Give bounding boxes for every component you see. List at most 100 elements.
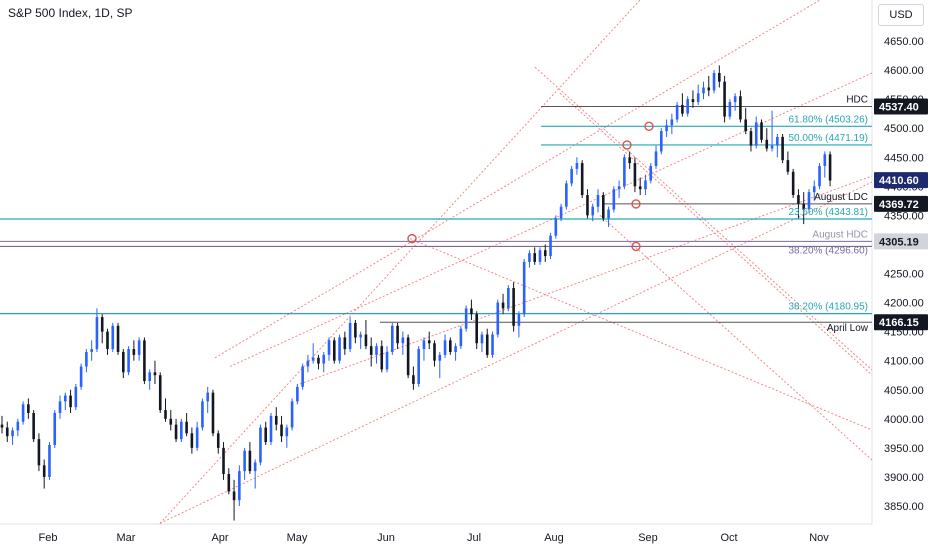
candle-body: [248, 450, 252, 472]
candle-body: [164, 410, 167, 419]
chart-title: S&P 500 Index, 1D, SP: [8, 6, 133, 20]
candle-body: [322, 354, 326, 364]
price-tag-august-hdc-bg: [874, 233, 928, 250]
trend-line-1: [214, 0, 821, 359]
candle-body: [79, 366, 83, 387]
fib-label: 50.00% (4471.19): [788, 133, 868, 144]
candle-body: [554, 218, 558, 236]
candle-body: [306, 360, 310, 367]
marker-circle: [631, 199, 641, 209]
candle-body: [712, 72, 716, 91]
y-tick-label: 4600.00: [884, 65, 924, 77]
candle-body: [591, 206, 595, 216]
x-tick-label: Oct: [720, 532, 737, 544]
x-tick-label: Nov: [809, 532, 829, 544]
candle-body: [69, 395, 72, 408]
candle-body: [280, 424, 283, 437]
currency-button[interactable]: USD: [878, 4, 924, 26]
candle-body: [269, 415, 273, 443]
candle-body: [786, 160, 790, 172]
price-tag-april-low-bg: [874, 314, 928, 331]
candle-body: [153, 372, 157, 376]
candle-body: [369, 346, 373, 355]
candle-body: [707, 87, 711, 91]
candle-body: [691, 99, 695, 103]
candle-body: [781, 136, 784, 161]
candle-body: [449, 340, 452, 352]
candle-body: [354, 322, 357, 338]
price-tag-april-low: 4166.15: [879, 317, 919, 329]
candle-body: [422, 340, 426, 350]
candle-body: [74, 386, 78, 408]
candle-body: [828, 154, 832, 181]
candle-body: [327, 340, 331, 355]
candle-body: [522, 261, 526, 315]
candle-body: [143, 340, 146, 382]
price-tag-august-hdc: 4305.19: [879, 236, 919, 248]
candle-body: [190, 433, 194, 448]
price-tag-last-bg: [874, 172, 928, 189]
candle-body: [818, 165, 821, 187]
candle-body: [417, 349, 420, 384]
candle-body: [812, 186, 816, 193]
candle-body: [238, 471, 241, 501]
candle-body: [512, 288, 515, 326]
candle-body: [491, 334, 494, 355]
candle-body: [285, 427, 289, 437]
candle-body: [543, 250, 547, 257]
candle-body: [770, 145, 774, 149]
candle-body: [48, 444, 51, 477]
candle-body: [739, 96, 742, 120]
candle-body: [570, 168, 573, 184]
price-level-label: April Low: [827, 323, 869, 334]
price-tag-hdc: 4537.40: [879, 101, 919, 113]
candle-body: [760, 122, 763, 140]
candle-body: [575, 163, 579, 169]
candle-body: [364, 334, 368, 347]
y-tick-label: 4350.00: [884, 210, 924, 222]
candle-body: [290, 401, 294, 428]
candle-body: [158, 375, 162, 411]
candle-body: [111, 325, 115, 350]
candle-body: [100, 317, 104, 332]
marker-circle: [622, 140, 632, 150]
candle-body: [802, 203, 806, 210]
candle-body: [85, 351, 88, 367]
candle-body: [211, 392, 215, 434]
candle-body: [549, 235, 552, 257]
candle-body: [638, 186, 642, 190]
candle-body: [264, 427, 268, 443]
candle-body: [90, 349, 93, 352]
candle-body: [623, 157, 626, 187]
x-tick-label: Jul: [467, 532, 481, 544]
candle-body: [301, 366, 304, 387]
candle-body: [776, 136, 779, 146]
candle-body: [628, 157, 631, 164]
candle-body: [148, 372, 151, 382]
candle-body: [227, 474, 231, 492]
candle-body: [37, 439, 41, 466]
trend-line-5: [534, 66, 872, 371]
candle-body: [385, 351, 389, 370]
plot-area: HDC August LDC August HDC April Low 61.80% (…: [0, 0, 872, 524]
candle-body: [243, 450, 246, 472]
candle-body: [612, 189, 616, 210]
candle-body: [180, 421, 183, 440]
price-tag-last: 4410.60: [879, 175, 919, 187]
y-tick-label: 4100.00: [884, 356, 924, 368]
candle-body: [443, 340, 447, 355]
price-level-label: HDC: [846, 94, 868, 105]
x-tick-label: Mar: [117, 532, 136, 544]
candle-body: [675, 104, 679, 120]
candle-body: [733, 96, 737, 103]
candle-body: [174, 424, 178, 440]
candle-body: [533, 253, 537, 262]
candle-body: [496, 302, 500, 335]
candle-body: [501, 302, 505, 309]
candle-body: [601, 195, 605, 219]
candle-body: [586, 195, 589, 216]
candle-body: [222, 447, 225, 475]
candle-body: [749, 131, 753, 146]
candle-body: [332, 340, 336, 361]
